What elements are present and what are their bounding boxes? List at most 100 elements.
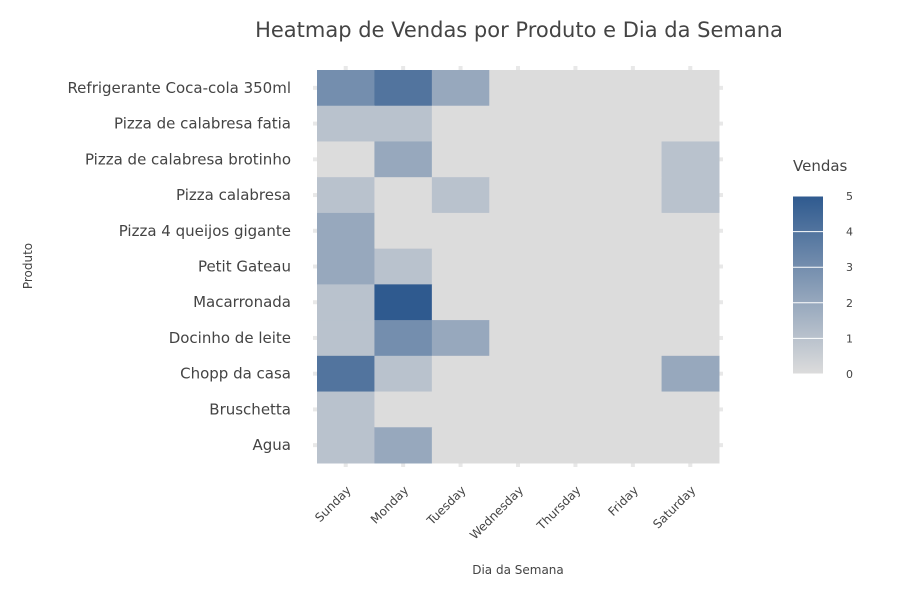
- x-tick-label: Sunday: [312, 483, 354, 525]
- heatmap-cell-refrigerante-coca-cola-350ml-sunday: [317, 70, 375, 107]
- heatmap-cell-agua-sunday: [317, 427, 375, 464]
- heatmap-cell-pizza-calabresa-tuesday: [431, 177, 490, 214]
- heatmap-cell-petit-gateau-thursday: [546, 248, 605, 285]
- y-tick-label: Pizza de calabresa brotinho: [85, 150, 291, 168]
- heatmap-cell-agua-saturday: [661, 427, 720, 464]
- y-tick-label: Macarronada: [193, 293, 291, 311]
- x-tick-label: Saturday: [650, 483, 698, 531]
- y-tick-label: Agua: [253, 436, 291, 454]
- heatmap-cell-pizza-de-calabresa-brotinho-monday: [374, 141, 433, 178]
- legend-tick-label: 4: [846, 226, 853, 239]
- heatmap-cell-pizza-calabresa-thursday: [546, 177, 605, 214]
- heatmap-cell-docinho-de-leite-saturday: [661, 320, 720, 357]
- heatmap-cell-chopp-da-casa-monday: [374, 355, 433, 393]
- heatmap-cell-bruschetta-monday: [374, 391, 433, 428]
- heatmap-cell-bruschetta-thursday: [546, 391, 605, 428]
- heatmap-cell-chopp-da-casa-tuesday: [431, 355, 490, 393]
- heatmap-cell-pizza-de-calabresa-brotinho-tuesday: [431, 141, 490, 178]
- y-tick-label: Petit Gateau: [198, 258, 291, 276]
- legend-tick-label: 1: [846, 332, 853, 345]
- heatmap-cell-pizza-de-calabresa-fatia-thursday: [546, 105, 605, 142]
- heatmap-cell-bruschetta-friday: [604, 391, 663, 428]
- heatmap-cell-bruschetta-sunday: [317, 391, 375, 428]
- heatmap-cell-bruschetta-saturday: [661, 391, 720, 428]
- heatmap-cell-pizza-de-calabresa-fatia-tuesday: [431, 105, 490, 142]
- heatmap-cell-macarronada-friday: [604, 284, 663, 321]
- legend-title: Vendas: [793, 157, 848, 175]
- x-axis-title: Dia da Semana: [472, 563, 564, 577]
- heatmap-cell-pizza-calabresa-monday: [374, 177, 433, 214]
- x-tick-label: Tuesday: [424, 483, 469, 528]
- heatmap-cell-agua-friday: [604, 427, 663, 464]
- heatmap-cell-chopp-da-casa-wednesday: [489, 355, 548, 393]
- heatmap-cell-pizza-4-queijos-gigante-thursday: [546, 212, 605, 250]
- heatmap-cell-docinho-de-leite-monday: [374, 320, 433, 357]
- heatmap-cell-refrigerante-coca-cola-350ml-wednesday: [489, 70, 548, 107]
- heatmap-cell-pizza-4-queijos-gigante-saturday: [661, 212, 720, 250]
- y-tick-label: Docinho de leite: [169, 329, 291, 347]
- heatmap-cell-pizza-de-calabresa-brotinho-thursday: [546, 141, 605, 178]
- heatmap-cell-petit-gateau-sunday: [317, 248, 375, 285]
- heatmap-cell-pizza-calabresa-saturday: [661, 177, 720, 214]
- heatmap-cell-petit-gateau-monday: [374, 248, 433, 285]
- heatmap-cell-petit-gateau-tuesday: [431, 248, 490, 285]
- x-tick-label: Monday: [368, 483, 411, 526]
- heatmap-cell-pizza-de-calabresa-fatia-monday: [374, 105, 433, 142]
- heatmap-cell-docinho-de-leite-friday: [604, 320, 663, 357]
- heatmap-cell-pizza-4-queijos-gigante-friday: [604, 212, 663, 250]
- heatmap-cell-pizza-de-calabresa-fatia-sunday: [317, 105, 375, 142]
- heatmap-cell-agua-tuesday: [431, 427, 490, 464]
- heatmap-cell-chopp-da-casa-thursday: [546, 355, 605, 393]
- heatmap-cell-chopp-da-casa-saturday: [661, 355, 720, 393]
- heatmap-cell-chopp-da-casa-sunday: [317, 355, 375, 393]
- heatmap-cell-macarronada-sunday: [317, 284, 375, 321]
- heatmap-cell-pizza-de-calabresa-fatia-saturday: [661, 105, 720, 142]
- heatmap-cell-petit-gateau-saturday: [661, 248, 720, 285]
- heatmap-cell-chopp-da-casa-friday: [604, 355, 663, 393]
- x-tick-label: Thursday: [533, 483, 583, 533]
- heatmap-cell-pizza-calabresa-wednesday: [489, 177, 548, 214]
- y-tick-label: Bruschetta: [209, 400, 291, 418]
- heatmap-cell-macarronada-wednesday: [489, 284, 548, 321]
- heatmap-cells: [313, 66, 723, 467]
- heatmap-cell-macarronada-saturday: [661, 284, 720, 321]
- heatmap-cell-macarronada-tuesday: [431, 284, 490, 321]
- heatmap-cell-macarronada-thursday: [546, 284, 605, 321]
- heatmap-cell-pizza-de-calabresa-brotinho-friday: [604, 141, 663, 178]
- heatmap-cell-pizza-4-queijos-gigante-wednesday: [489, 212, 548, 250]
- x-tick-label: Friday: [605, 483, 641, 519]
- heatmap-cell-refrigerante-coca-cola-350ml-friday: [604, 70, 663, 107]
- heatmap-cell-pizza-4-queijos-gigante-sunday: [317, 212, 375, 250]
- x-tick-label: Wednesday: [467, 483, 526, 542]
- legend-colorbar: [793, 196, 823, 374]
- heatmap-cell-docinho-de-leite-sunday: [317, 320, 375, 357]
- heatmap-cell-pizza-4-queijos-gigante-tuesday: [431, 212, 490, 250]
- heatmap-cell-agua-monday: [374, 427, 433, 464]
- y-tick-label: Pizza calabresa: [176, 186, 291, 204]
- legend-tick-label: 0: [846, 368, 853, 381]
- y-tick-label: Chopp da casa: [180, 365, 291, 383]
- heatmap-cell-pizza-calabresa-sunday: [317, 177, 375, 214]
- heatmap-cell-docinho-de-leite-wednesday: [489, 320, 548, 357]
- heatmap-cell-bruschetta-tuesday: [431, 391, 490, 428]
- heatmap-cell-petit-gateau-wednesday: [489, 248, 548, 285]
- heatmap-cell-refrigerante-coca-cola-350ml-monday: [374, 70, 433, 107]
- heatmap-cell-pizza-de-calabresa-brotinho-sunday: [317, 141, 375, 178]
- heatmap-cell-refrigerante-coca-cola-350ml-thursday: [546, 70, 605, 107]
- y-axis-title: Produto: [21, 243, 35, 289]
- heatmap-cell-petit-gateau-friday: [604, 248, 663, 285]
- heatmap-cell-agua-thursday: [546, 427, 605, 464]
- y-tick-label: Refrigerante Coca-cola 350ml: [67, 79, 291, 97]
- heatmap-cell-docinho-de-leite-tuesday: [431, 320, 490, 357]
- y-tick-label: Pizza de calabresa fatia: [114, 115, 291, 133]
- heatmap-cell-pizza-de-calabresa-fatia-friday: [604, 105, 663, 142]
- heatmap-cell-bruschetta-wednesday: [489, 391, 548, 428]
- heatmap-cell-pizza-de-calabresa-brotinho-wednesday: [489, 141, 548, 178]
- heatmap-cell-macarronada-monday: [374, 284, 433, 321]
- heatmap-cell-agua-wednesday: [489, 427, 548, 464]
- heatmap-cell-docinho-de-leite-thursday: [546, 320, 605, 357]
- y-tick-labels: Refrigerante Coca-cola 350ml Pizza de cal…: [67, 79, 291, 454]
